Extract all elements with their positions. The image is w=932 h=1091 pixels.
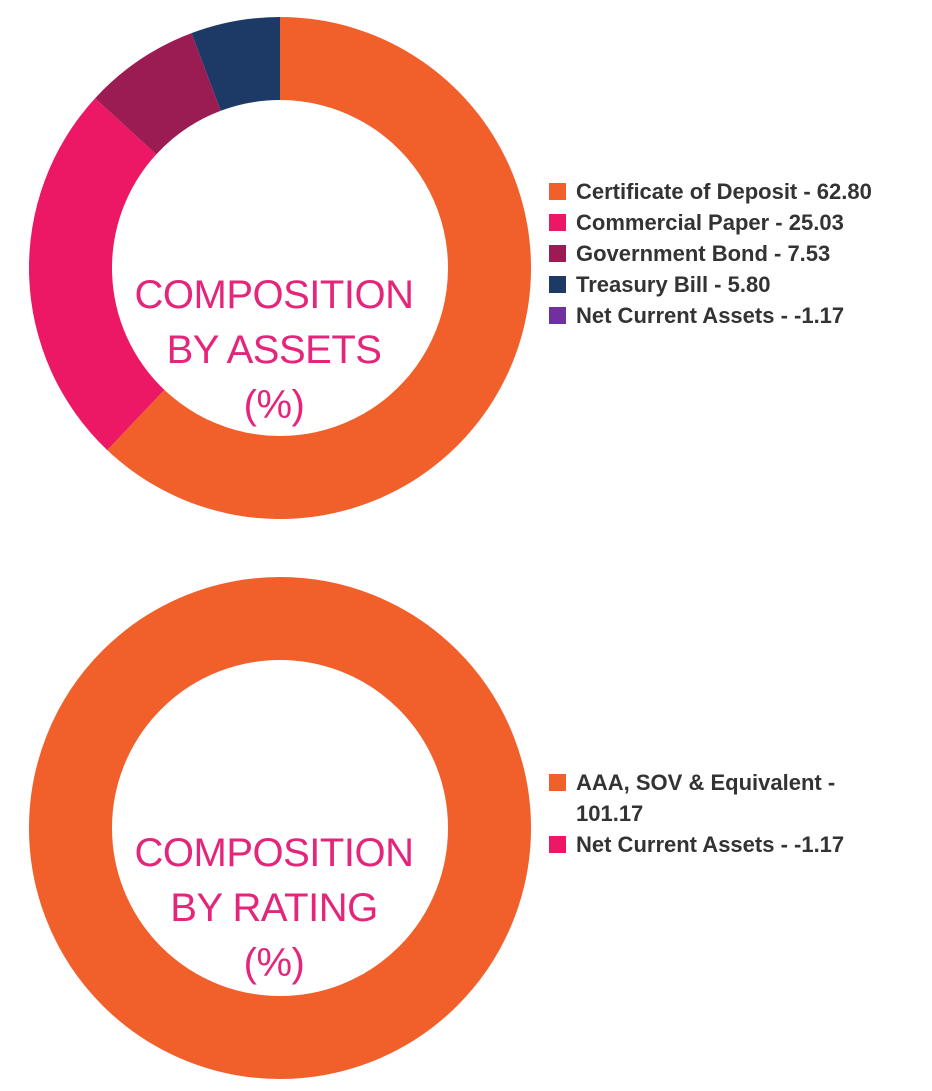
legend-label: Net Current Assets - -1.17: [576, 303, 845, 328]
legend-label: Certificate of Deposit - 62.80: [576, 179, 872, 204]
donut-slice-commercial-paper: [28, 98, 165, 451]
chart-title-line: (%): [243, 383, 305, 427]
legend-swatch: [549, 774, 566, 791]
legend-label: Treasury Bill - 5.80: [576, 272, 771, 297]
donut-slice-treasury-bill: [191, 17, 280, 111]
legend-item: Commercial Paper - 25.03: [549, 207, 929, 238]
legend-swatch: [549, 836, 566, 853]
chart-title-line: BY ASSETS: [166, 328, 382, 372]
donut-chart-composition-by-rating: [29, 577, 531, 1079]
legend-item: AAA, SOV & Equivalent - 101.17: [549, 767, 879, 829]
legend-item: Government Bond - 7.53: [549, 238, 929, 269]
donut-chart-composition-by-assets: [28, 17, 532, 519]
legend-item: Treasury Bill - 5.80: [549, 269, 929, 300]
chart-title-composition-by-assets: COMPOSITION BY ASSETS (%): [104, 268, 444, 433]
chart-title-line: BY RATING: [170, 886, 378, 930]
legend-swatch: [549, 214, 566, 231]
legend-composition-by-assets: Certificate of Deposit - 62.80 Commercia…: [549, 176, 929, 331]
legend-swatch: [549, 183, 566, 200]
legend-label: Commercial Paper - 25.03: [576, 210, 844, 235]
chart-title-composition-by-rating: COMPOSITION BY RATING (%): [104, 826, 444, 991]
legend-label: Government Bond - 7.53: [576, 241, 831, 266]
legend-item: Net Current Assets - -1.17: [549, 300, 929, 331]
chart-title-line: COMPOSITION: [134, 831, 414, 875]
legend-item: Net Current Assets - -1.17: [549, 829, 879, 860]
chart-title-line: COMPOSITION: [134, 273, 414, 317]
donut-slice-certificate-of-deposit: [107, 17, 532, 519]
legend-label: AAA, SOV & Equivalent - 101.17: [576, 770, 836, 826]
legend-swatch: [549, 307, 566, 324]
legend-item: Certificate of Deposit - 62.80: [549, 176, 929, 207]
donut-slice-aaa-sov-and-equivalent: [29, 577, 531, 1079]
legend-swatch: [549, 245, 566, 262]
chart-title-line: (%): [243, 941, 305, 985]
legend-composition-by-rating: AAA, SOV & Equivalent - 101.17 Net Curre…: [549, 767, 879, 860]
legend-swatch: [549, 276, 566, 293]
legend-label: Net Current Assets - -1.17: [576, 832, 845, 857]
donut-slice-government-bond: [95, 33, 221, 155]
